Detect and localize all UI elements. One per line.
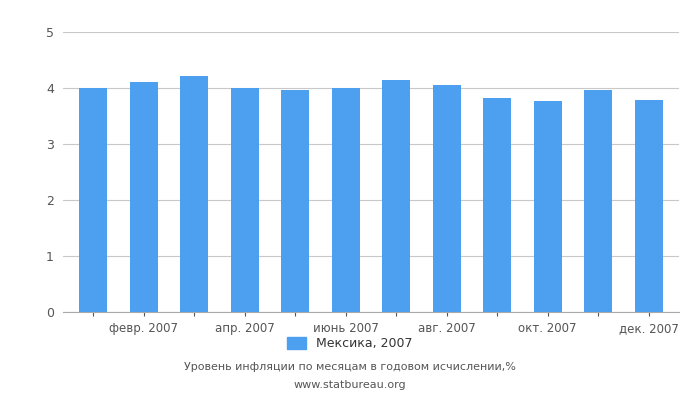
Bar	[332, 88, 360, 312]
Bar	[79, 88, 107, 312]
Legend: Мексика, 2007: Мексика, 2007	[282, 332, 418, 355]
Bar	[584, 90, 612, 312]
Bar	[231, 88, 259, 312]
Bar	[534, 102, 561, 312]
Bar	[281, 90, 309, 312]
Bar	[483, 98, 511, 312]
Bar	[181, 76, 208, 312]
Text: www.statbureau.org: www.statbureau.org	[294, 380, 406, 390]
Bar	[130, 82, 158, 312]
Bar	[635, 100, 663, 312]
Bar	[433, 85, 461, 312]
Text: Уровень инфляции по месяцам в годовом исчислении,%: Уровень инфляции по месяцам в годовом ис…	[184, 362, 516, 372]
Bar	[382, 80, 410, 312]
